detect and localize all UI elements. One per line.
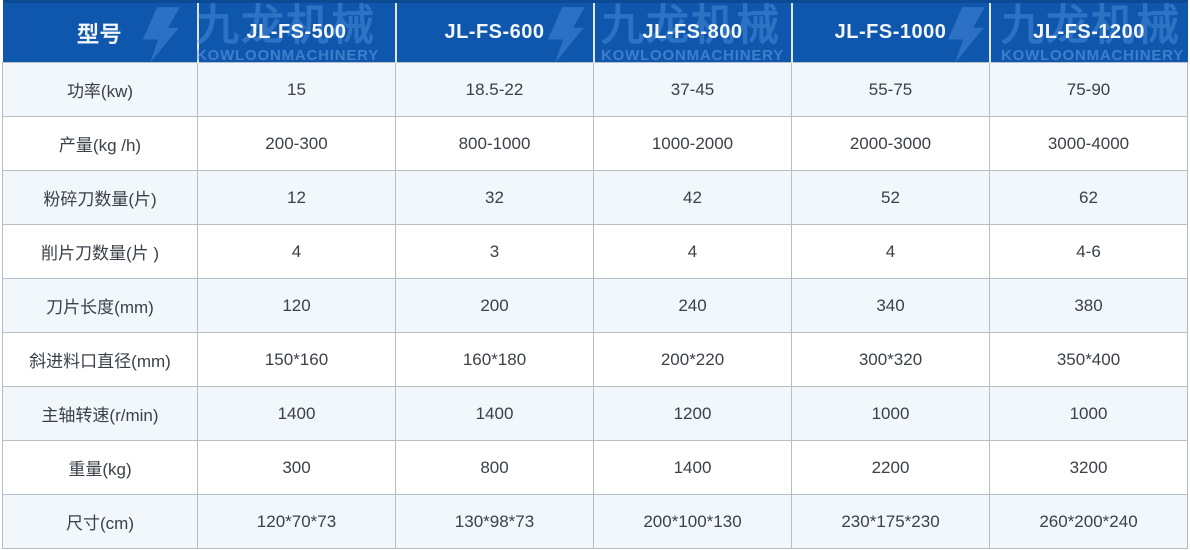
- model-name: JL-FS-600: [444, 21, 545, 43]
- header-cell-model-4: JL-FS-1000: [790, 0, 990, 63]
- table-cell: 37-45: [593, 62, 792, 117]
- model-name: JL-FS-1000: [834, 21, 947, 43]
- table-cell: 350*400: [989, 332, 1188, 387]
- table-cell: 4-6: [989, 224, 1188, 279]
- table-cell: 1200: [593, 386, 792, 441]
- table-cell: 4: [791, 224, 990, 279]
- model-name: JL-FS-800: [642, 21, 743, 43]
- table-cell: 1400: [197, 386, 396, 441]
- table-cell: 1400: [593, 440, 792, 495]
- table-cell: 2000-3000: [791, 116, 990, 171]
- table-cell: 200: [395, 278, 594, 333]
- table-cell: 340: [791, 278, 990, 333]
- row-label: 尺寸(cm): [2, 494, 198, 549]
- table-cell: 120*70*73: [197, 494, 396, 549]
- table-cell: 260*200*240: [989, 494, 1188, 549]
- model-name: JL-FS-500: [246, 21, 347, 43]
- table-cell: 3: [395, 224, 594, 279]
- table-cell: 15: [197, 62, 396, 117]
- table-cell: 800: [395, 440, 594, 495]
- table-cell: 200*100*130: [593, 494, 792, 549]
- table-cell: 200*220: [593, 332, 792, 387]
- table-cell: 1000: [989, 386, 1188, 441]
- row-label: 削片刀数量(片 ): [2, 224, 198, 279]
- table-cell: 120: [197, 278, 396, 333]
- table-cell: 4: [593, 224, 792, 279]
- header-cell-model-1: JL-FS-500: [196, 0, 396, 63]
- table-cell: 2200: [791, 440, 990, 495]
- table-cell: 55-75: [791, 62, 990, 117]
- header-cell-model-3: JL-FS-800: [592, 0, 792, 63]
- table-cell: 4: [197, 224, 396, 279]
- table-cell: 42: [593, 170, 792, 225]
- table-cell: 75-90: [989, 62, 1188, 117]
- table-cell: 200-300: [197, 116, 396, 171]
- table-cell: 160*180: [395, 332, 594, 387]
- table-cell: 240: [593, 278, 792, 333]
- row-label: 重量(kg): [2, 440, 198, 495]
- header-cell-model-5: JL-FS-1200: [988, 0, 1188, 63]
- table-row-crushing-blades: 粉碎刀数量(片) 12 32 42 52 62: [2, 170, 1188, 225]
- row-label: 产量(kg /h): [2, 116, 198, 171]
- table-row-power: 功率(kw) 15 18.5-22 37-45 55-75 75-90: [2, 62, 1188, 117]
- table-cell: 130*98*73: [395, 494, 594, 549]
- table-row-weight: 重量(kg) 300 800 1400 2200 3200: [2, 440, 1188, 495]
- table-cell: 300: [197, 440, 396, 495]
- row-label: 粉碎刀数量(片): [2, 170, 198, 225]
- row-label: 斜进料口直径(mm): [2, 332, 198, 387]
- row-label: 主轴转速(r/min): [2, 386, 198, 441]
- row-label: 功率(kw): [2, 62, 198, 117]
- table-row-blade-length: 刀片长度(mm) 120 200 240 340 380: [2, 278, 1188, 333]
- header-row: 型号 JL-FS-500 JL-FS-600 JL-FS-800 JL-FS-1…: [2, 0, 1188, 63]
- table-cell: 18.5-22: [395, 62, 594, 117]
- table-row-inlet-diameter: 斜进料口直径(mm) 150*160 160*180 200*220 300*3…: [2, 332, 1188, 387]
- table-row-dimensions: 尺寸(cm) 120*70*73 130*98*73 200*100*130 2…: [2, 494, 1188, 549]
- table-cell: 62: [989, 170, 1188, 225]
- table-cell: 800-1000: [395, 116, 594, 171]
- table-cell: 1000-2000: [593, 116, 792, 171]
- table-row-spindle-speed: 主轴转速(r/min) 1400 1400 1200 1000 1000: [2, 386, 1188, 441]
- table-cell: 380: [989, 278, 1188, 333]
- table-cell: 230*175*230: [791, 494, 990, 549]
- table-cell: 52: [791, 170, 990, 225]
- table-cell: 3000-4000: [989, 116, 1188, 171]
- header-cell-model-label: 型号: [2, 0, 198, 63]
- table-cell: 1000: [791, 386, 990, 441]
- table-cell: 1400: [395, 386, 594, 441]
- table-cell: 3200: [989, 440, 1188, 495]
- table-row-output: 产量(kg /h) 200-300 800-1000 1000-2000 200…: [2, 116, 1188, 171]
- table-cell: 300*320: [791, 332, 990, 387]
- table-cell: 32: [395, 170, 594, 225]
- table-cell: 150*160: [197, 332, 396, 387]
- header-cell-model-2: JL-FS-600: [394, 0, 594, 63]
- spec-table-header: 型号 JL-FS-500 JL-FS-600 JL-FS-800 JL-FS-1…: [2, 0, 1188, 63]
- row-label: 刀片长度(mm): [2, 278, 198, 333]
- table-cell: 12: [197, 170, 396, 225]
- model-column-title: 型号: [76, 21, 122, 47]
- spec-table-body: 功率(kw) 15 18.5-22 37-45 55-75 75-90 产量(k…: [2, 62, 1188, 549]
- table-row-chipping-blades: 削片刀数量(片 ) 4 3 4 4 4-6: [2, 224, 1188, 279]
- model-name: JL-FS-1200: [1033, 21, 1145, 43]
